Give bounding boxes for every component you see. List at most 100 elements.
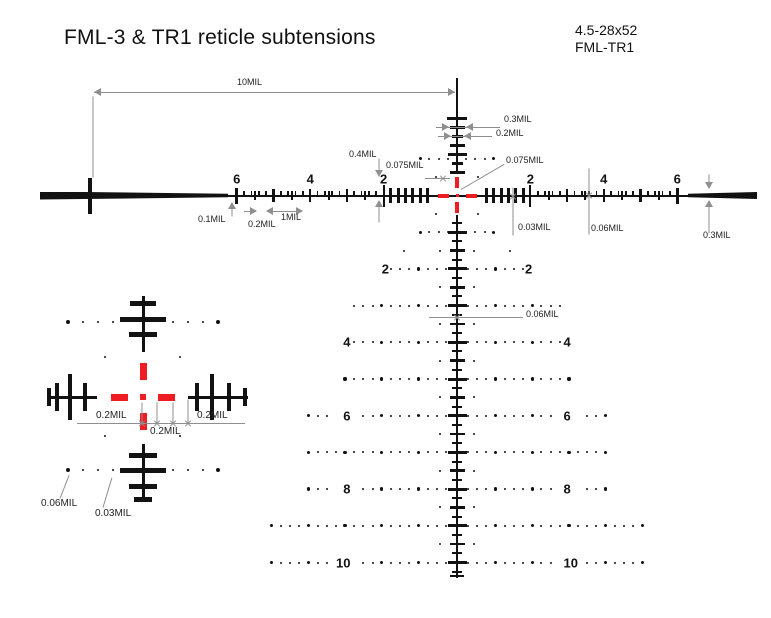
annotation-label: 0.4MIL <box>349 149 377 159</box>
row-dot <box>483 157 486 160</box>
guide-line <box>425 177 450 179</box>
guide-line <box>156 402 158 423</box>
v-row-label: 10 <box>335 555 351 570</box>
row-dot <box>399 341 402 344</box>
v-tick-below <box>449 432 465 436</box>
row-dot <box>362 414 365 417</box>
h-tick-bump <box>287 190 289 195</box>
row-dot <box>435 561 438 564</box>
v-tick-below <box>452 332 462 335</box>
row-dot <box>371 341 374 344</box>
inset-annotation-label: 0.2MIL <box>197 410 228 421</box>
row-dot <box>362 524 365 527</box>
row-dot <box>577 451 580 454</box>
row-dot <box>558 378 561 380</box>
arrowhead-left <box>464 132 471 140</box>
inset-annotation-label: 0.2MIL <box>96 410 127 421</box>
row-dot <box>567 450 571 455</box>
row-dot <box>444 378 447 380</box>
row-dot <box>444 524 447 527</box>
annotation-label: 0.06MIL <box>591 223 624 233</box>
row-dot <box>493 267 498 271</box>
row-dot <box>371 304 374 307</box>
row-dot <box>371 524 374 527</box>
model-magnification: 4.5-28x52 <box>575 22 638 38</box>
row-dot <box>476 304 479 307</box>
inset-crossbar <box>210 374 214 420</box>
row-dot <box>426 561 429 564</box>
inset-red-dash <box>140 394 146 400</box>
row-dot <box>530 524 534 528</box>
red-center-dash <box>438 193 449 198</box>
row-dot <box>549 304 552 307</box>
row-dot <box>316 524 319 527</box>
h-tick-half <box>364 191 367 200</box>
guide-line <box>94 91 455 93</box>
inset-crossbar <box>83 383 87 411</box>
row-dot <box>485 488 488 491</box>
row-dot <box>316 488 319 491</box>
v-tick-below <box>449 396 465 399</box>
row-dot <box>426 341 429 344</box>
row-dot <box>408 414 411 417</box>
row-dot <box>306 524 311 528</box>
row-dot <box>503 378 506 380</box>
half-row-dot <box>472 322 475 325</box>
h-axis-number: 4 <box>306 171 314 187</box>
row-dot <box>408 341 411 344</box>
arrowhead-up <box>375 200 383 207</box>
row-dot <box>380 340 384 344</box>
inset-dot <box>201 320 205 324</box>
h-tick-bump <box>243 190 245 195</box>
half-row-dot <box>472 359 475 362</box>
row-dot <box>522 451 525 454</box>
row-dot <box>503 341 506 344</box>
row-dot <box>325 561 328 564</box>
row-dot <box>353 378 356 380</box>
row-dot <box>485 524 488 527</box>
row-dot <box>408 451 411 454</box>
half-row-dot <box>439 433 442 436</box>
guide-line <box>267 210 302 212</box>
arrowhead-up <box>228 202 236 209</box>
annotation-label: 0.2MIL <box>248 219 276 229</box>
row-dot <box>476 378 479 380</box>
v-tick-below <box>447 267 467 271</box>
h-tick-bump <box>536 190 539 195</box>
row-dot <box>437 231 440 234</box>
h-tick-mil <box>602 189 605 202</box>
h-tick-half <box>547 191 550 200</box>
row-dot <box>444 304 447 307</box>
row-dot <box>503 414 506 417</box>
row-dot <box>353 524 356 527</box>
row-dot <box>380 487 384 491</box>
row-dot <box>530 303 534 308</box>
row-dot <box>444 267 447 270</box>
h-axis-number: 6 <box>673 171 681 187</box>
row-dot <box>485 451 488 454</box>
h-tick-thick <box>389 188 393 203</box>
arrowhead-right <box>442 123 449 131</box>
row-dot <box>522 304 525 307</box>
row-dot <box>549 341 552 344</box>
row-dot <box>512 488 515 491</box>
h-tick-mil <box>272 189 275 202</box>
inset-dot <box>81 468 85 472</box>
h-tick-thick <box>506 188 510 203</box>
half-row-dot <box>439 396 442 399</box>
h-tick-bump <box>265 190 267 195</box>
half-row-dot <box>472 469 475 472</box>
inset-crossbar <box>195 383 199 411</box>
inset-dot <box>201 468 205 472</box>
v-tick-below <box>452 533 462 536</box>
row-dot <box>540 341 543 344</box>
row-dot <box>512 451 515 454</box>
row-dot <box>558 341 561 344</box>
row-dot <box>343 377 347 381</box>
row-dot <box>503 524 506 527</box>
row-dot <box>485 378 488 380</box>
row-dot <box>586 451 589 454</box>
row-dot <box>298 524 301 527</box>
row-dot <box>353 451 356 454</box>
row-dot <box>493 487 498 491</box>
